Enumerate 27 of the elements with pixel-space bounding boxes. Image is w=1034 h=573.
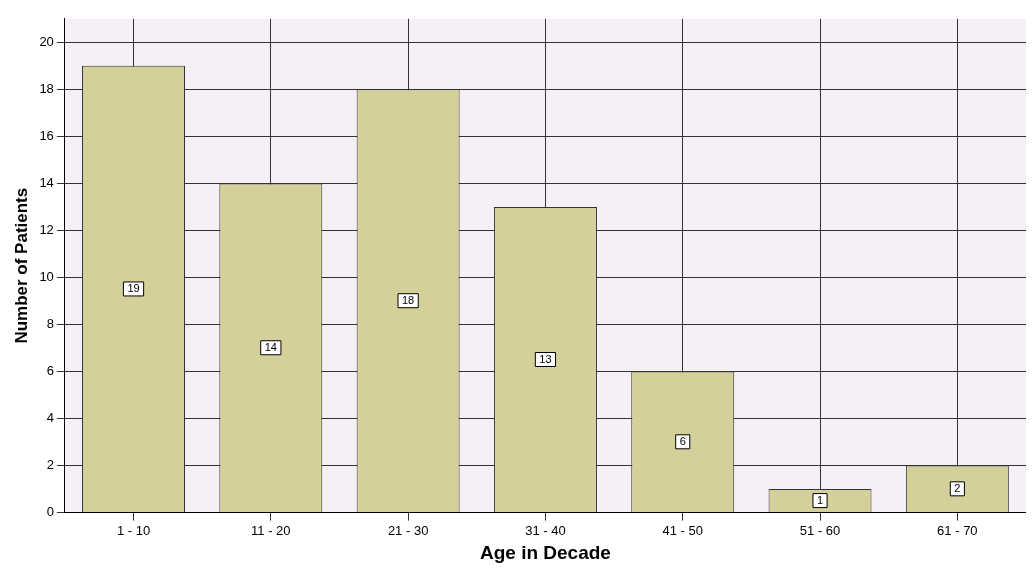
x-tick-label: 51 - 60 bbox=[799, 522, 841, 538]
y-tick-label: 4 bbox=[46, 410, 54, 426]
x-tick-label: 41 - 50 bbox=[662, 522, 703, 538]
data-label: 18 bbox=[402, 294, 415, 307]
x-tick-label: 1 - 10 bbox=[116, 522, 151, 538]
y-tick-label: 16 bbox=[39, 127, 54, 143]
y-tick-label: 10 bbox=[39, 269, 54, 285]
y-tick-label: 14 bbox=[39, 174, 54, 190]
data-label: 1 bbox=[816, 494, 824, 507]
x-axis-title: Age in Decade bbox=[479, 541, 611, 563]
y-tick-label: 20 bbox=[39, 33, 54, 49]
data-label: 13 bbox=[539, 353, 552, 366]
y-tick-label: 8 bbox=[46, 316, 54, 332]
x-tick-label: 31 - 40 bbox=[525, 522, 566, 538]
y-tick-label: 12 bbox=[39, 222, 54, 238]
y-tick-label: 0 bbox=[46, 504, 54, 520]
x-tick-label: 11 - 20 bbox=[251, 522, 291, 538]
data-label: 2 bbox=[954, 482, 961, 495]
y-tick-label: 18 bbox=[39, 80, 54, 96]
y-tick-label: 6 bbox=[46, 363, 54, 379]
data-label: 14 bbox=[264, 341, 277, 354]
data-label: 19 bbox=[127, 282, 140, 295]
data-label: 6 bbox=[679, 435, 686, 448]
x-tick-label: 61 - 70 bbox=[937, 522, 978, 538]
x-tick-label: 21 - 30 bbox=[387, 522, 429, 538]
y-axis-title: Number of Patients bbox=[11, 187, 31, 344]
y-tick-label: 2 bbox=[46, 457, 54, 473]
